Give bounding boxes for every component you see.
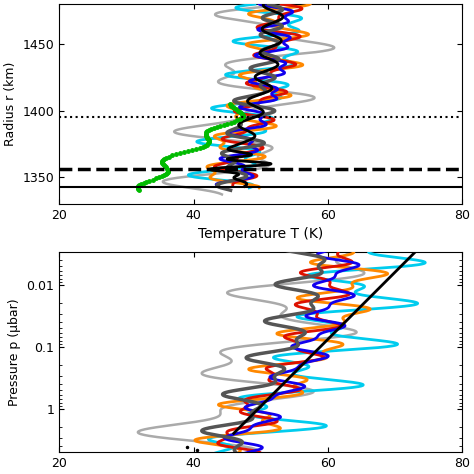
Y-axis label: Radius r (km): Radius r (km): [4, 62, 17, 146]
Y-axis label: Pressure p (μbar): Pressure p (μbar): [8, 298, 21, 406]
X-axis label: Temperature T (K): Temperature T (K): [198, 227, 323, 241]
